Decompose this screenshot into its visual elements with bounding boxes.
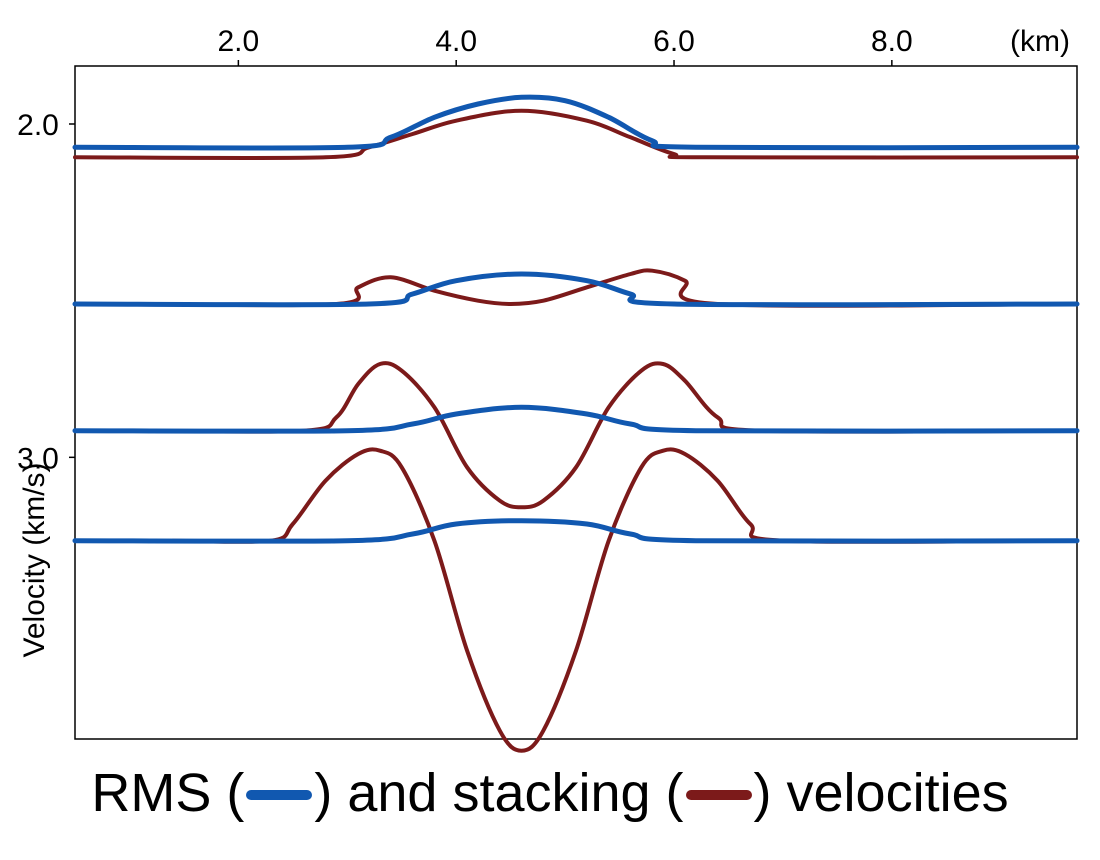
stacking-velocity-line [116,268,1079,308]
stacking-velocity-line [73,108,1079,161]
velocity-chart: 2.0 4.0 6.0 8.0 2.0 3.0 (km) Velocity (km/s) [17,25,1080,753]
rms-velocity-line [72,94,1080,151]
rms-velocity-line [72,271,1080,308]
caption-part-velocities: ) velocities [753,763,1009,823]
stacking-velocity-line [127,361,1079,510]
rms-velocity-line [72,404,1080,434]
y-axis-label: Velocity (km/s) [18,462,51,657]
rms-legend-swatch [246,789,313,800]
x-tick-label: 4.0 [435,25,477,58]
y-tick-label: 3.0 [17,442,59,475]
rms-velocity-line [72,518,1080,544]
x-tick-label: 6.0 [653,25,695,58]
x-tick-label: 2.0 [218,25,260,58]
x-tick-label: 8.0 [871,25,913,58]
chart-caption: RMS ( ) and stacking ( ) velocities [0,762,1100,824]
y-tick-label: 2.0 [17,109,59,142]
stacking-legend-swatch [685,789,752,800]
plot-frame [74,65,1078,740]
stacking-velocity-line [171,447,1069,753]
x-axis-label: (km) [1010,25,1070,58]
caption-part-stacking: ) and stacking ( [314,763,684,823]
caption-part-rms: RMS ( [91,763,245,823]
